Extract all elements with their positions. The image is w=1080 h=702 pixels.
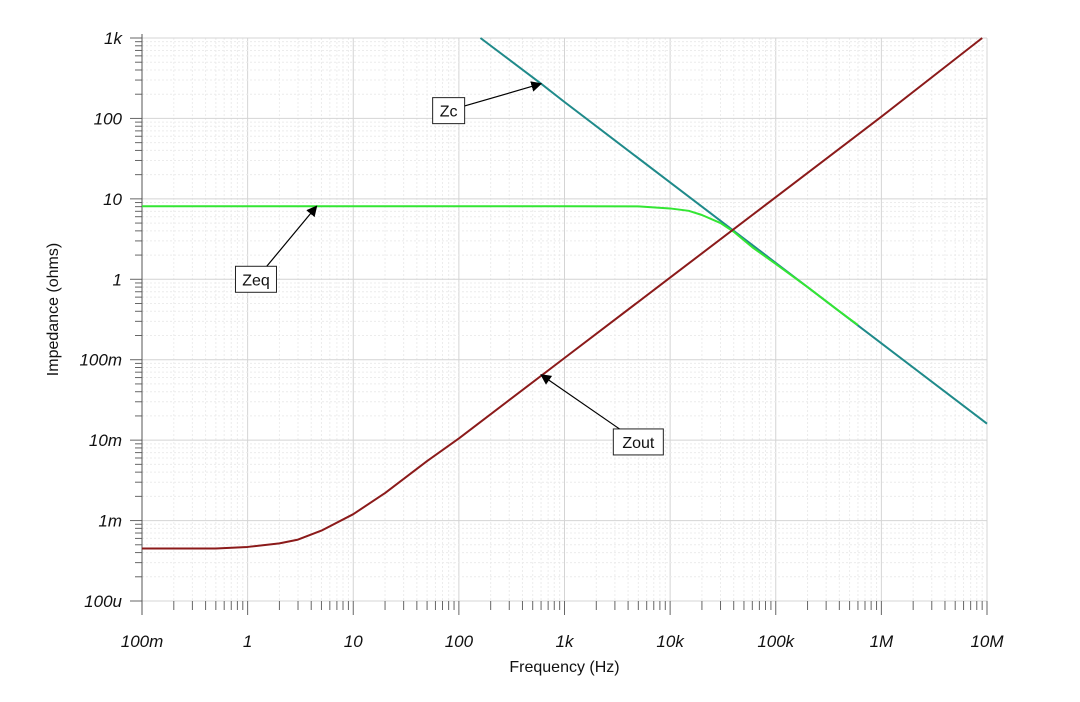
series-line-zout <box>142 37 983 550</box>
callout-zc: Zc <box>432 81 543 125</box>
y-tick-label: 100u <box>84 592 122 611</box>
callouts-layer: Zc Zeq Zout <box>234 81 664 456</box>
callout-arrow <box>266 205 318 267</box>
callout-zeq: Zeq <box>234 205 318 293</box>
callout-box <box>432 97 466 125</box>
x-tick-label: 100m <box>121 632 164 651</box>
x-tick-label: 1k <box>556 632 575 651</box>
tick-labels: 100m 1 10 100 1k 10k 100k 1M 10M 1k 100 10 1 100m 10m 1… <box>79 29 1004 651</box>
y-tick-label: 100m <box>79 351 122 370</box>
callout-label: Zout <box>622 435 655 452</box>
x-tick-label: 1 <box>243 632 252 651</box>
y-tick-label: 1m <box>98 512 122 531</box>
x-tick-label: 1M <box>870 632 894 651</box>
callout-box <box>234 265 277 293</box>
x-tick-label: 10M <box>970 632 1004 651</box>
callout-arrow <box>540 374 620 430</box>
series-line-zeq <box>142 205 859 326</box>
y-tick-label: 10m <box>89 431 122 450</box>
y-tick-label: 10 <box>103 190 122 209</box>
callout-zout: Zout <box>540 374 664 456</box>
callout-label: Zc <box>440 104 458 121</box>
axes <box>130 34 988 615</box>
x-tick-label: 100k <box>757 632 795 651</box>
x-axis-title: Frequency (Hz) <box>509 659 619 676</box>
y-tick-label: 1k <box>104 29 123 48</box>
y-axis-title: Impedance (ohms) <box>45 243 62 376</box>
y-tick-label: 100 <box>94 109 123 128</box>
x-tick-label: 100 <box>445 632 474 651</box>
callout-arrow <box>464 81 543 107</box>
x-tick-label: 10 <box>344 632 363 651</box>
callout-label: Zeq <box>242 272 270 289</box>
grid <box>141 37 988 602</box>
y-tick-label: 1 <box>113 270 122 289</box>
x-tick-label: 10k <box>656 632 685 651</box>
callout-box <box>612 428 664 456</box>
